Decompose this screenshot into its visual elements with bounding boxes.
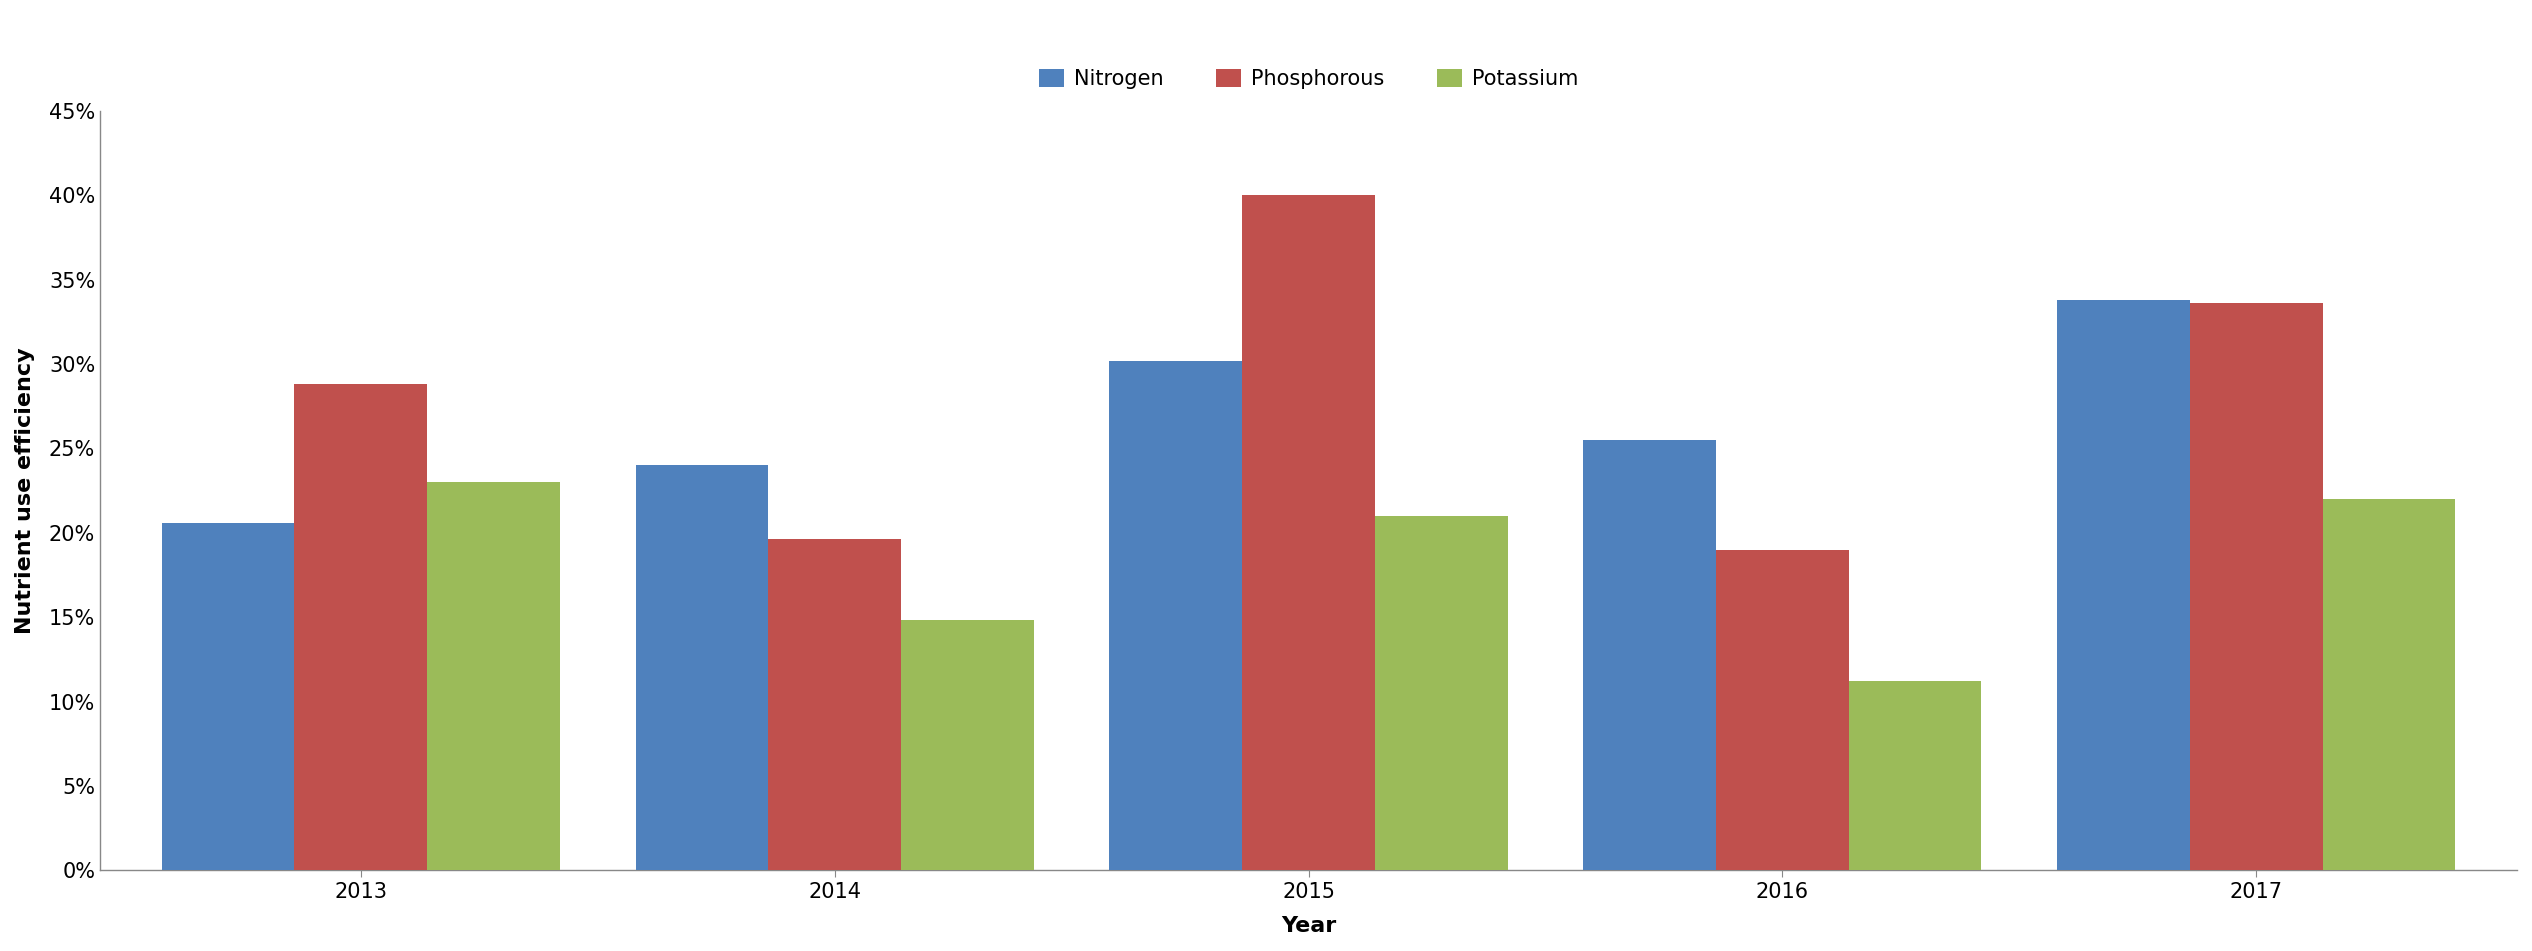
Y-axis label: Nutrient use efficiency: Nutrient use efficiency [15, 347, 35, 633]
Bar [1717, 550, 1848, 870]
Bar [1848, 681, 1983, 870]
Bar [1375, 515, 1507, 870]
Bar [428, 482, 560, 870]
Bar [1109, 360, 1243, 870]
Bar [162, 523, 294, 870]
Bar [767, 539, 901, 870]
Bar [636, 465, 767, 870]
Bar [901, 620, 1033, 870]
X-axis label: Year: Year [1281, 916, 1337, 936]
Bar [1243, 195, 1375, 870]
Bar [1582, 440, 1717, 870]
Bar [2322, 499, 2456, 870]
Bar [2190, 303, 2322, 870]
Legend: Nitrogen, Phosphorous, Potassium: Nitrogen, Phosphorous, Potassium [1031, 60, 1588, 98]
Bar [294, 384, 428, 870]
Bar [2059, 300, 2190, 870]
